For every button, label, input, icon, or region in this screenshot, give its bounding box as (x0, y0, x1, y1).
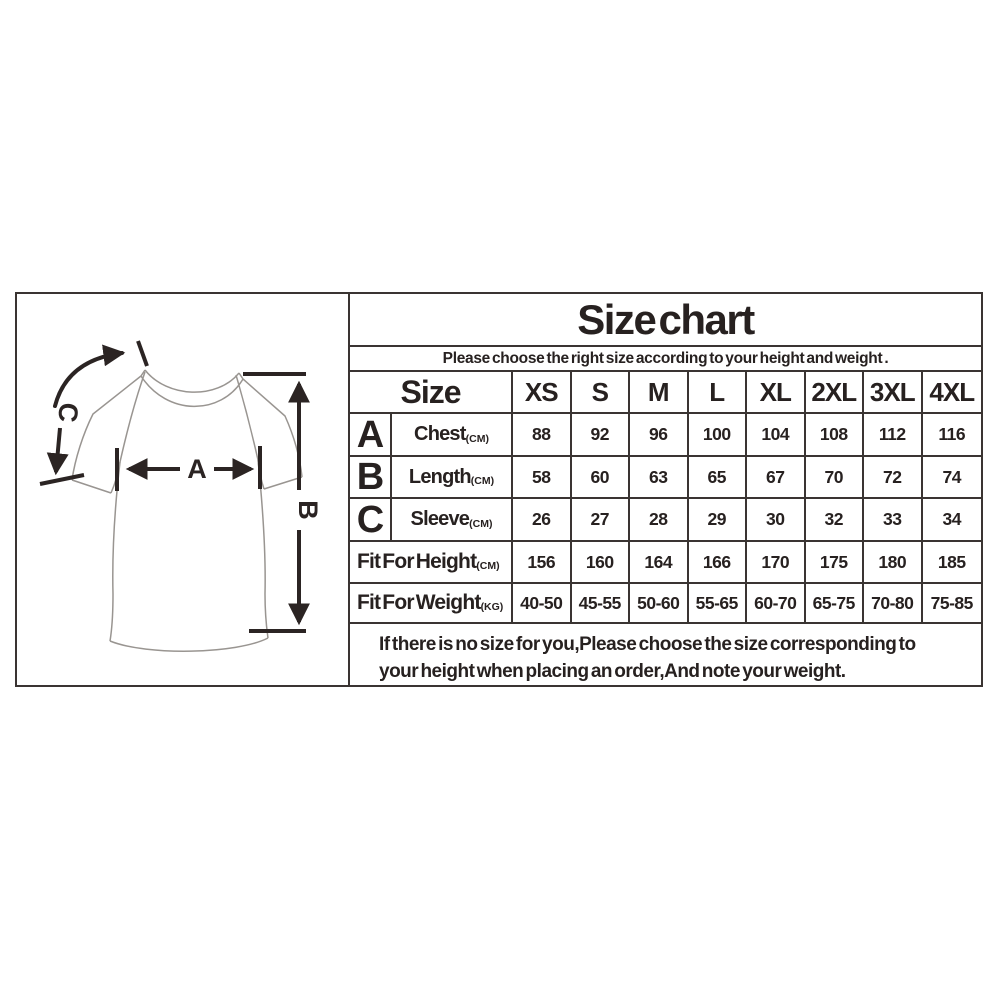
tshirt-diagram-panel: A B C (17, 294, 350, 685)
row-label: Chest (CM) (392, 414, 513, 457)
size-col-header-xs: XS (513, 372, 572, 414)
measure-arrow-b (243, 372, 310, 633)
size-col-header-m: M (630, 372, 689, 414)
size-value-cell: 30 (747, 499, 806, 542)
size-value-cell: 170 (747, 542, 806, 584)
size-value-cell: 60-70 (747, 584, 806, 624)
size-value-cell: 72 (864, 457, 923, 499)
row-letter-b: B (350, 457, 392, 499)
measure-arrow-c (39, 340, 149, 486)
size-col-header-xl: XL (747, 372, 806, 414)
size-value-cell: 70 (805, 457, 864, 499)
size-value-cell: 96 (630, 414, 689, 457)
size-value-cell: 175 (805, 542, 864, 584)
note-box: If there is no size for you,Please choos… (350, 624, 981, 685)
subtitle-row: Please choose the right size according t… (350, 347, 981, 372)
row-label: Length (CM) (392, 457, 513, 499)
size-table: Size XS S M L XL 2XL 3XL 4XL A Chest (CM) 88 92 96 100 1… (350, 372, 981, 624)
size-header-cell: Size (350, 372, 513, 414)
row-letter-c: C (350, 499, 392, 542)
row-letter-a: A (350, 414, 392, 457)
size-value-cell: 26 (513, 499, 572, 542)
size-value-cell: 116 (922, 414, 981, 457)
title-row: Size chart (350, 294, 981, 348)
note-line-1: If there is no size for you,Please choos… (379, 634, 916, 655)
tshirt-measurement-diagram: A B C (39, 340, 323, 652)
size-value-cell: 185 (922, 542, 981, 584)
row-label: Sleeve (CM) (392, 499, 513, 542)
size-value-cell: 60 (571, 457, 630, 499)
size-value-cell: 45-55 (571, 584, 630, 624)
size-value-cell: 33 (864, 499, 923, 542)
size-value-cell: 55-65 (688, 584, 747, 624)
size-value-cell: 160 (571, 542, 630, 584)
row-label: Fit For Height (CM) (350, 542, 513, 584)
row-label: Fit For Weight (KG) (350, 584, 513, 624)
size-value-cell: 58 (513, 457, 572, 499)
size-value-cell: 74 (922, 457, 981, 499)
size-col-header-s: S (571, 372, 630, 414)
size-value-cell: 104 (747, 414, 806, 457)
chart-subtitle: Please choose the right size according t… (442, 349, 889, 367)
size-table-panel: Size chart Please choose the right size … (350, 294, 981, 685)
size-value-cell: 166 (688, 542, 747, 584)
note-line-2: your height when placing an order,And no… (379, 661, 846, 682)
size-value-cell: 156 (513, 542, 572, 584)
tshirt-outline (71, 369, 303, 652)
size-value-cell: 88 (513, 414, 572, 457)
size-value-cell: 180 (864, 542, 923, 584)
size-col-header-4xl: 4XL (922, 372, 981, 414)
size-value-cell: 75-85 (922, 584, 981, 624)
size-value-cell: 67 (747, 457, 806, 499)
measure-arrow-a (115, 446, 262, 491)
size-value-cell: 29 (688, 499, 747, 542)
measure-label-b: B (293, 500, 323, 520)
size-col-header-2xl: 2XL (805, 372, 864, 414)
size-value-cell: 40-50 (513, 584, 572, 624)
chart-title: Size chart (577, 295, 755, 343)
size-value-cell: 65-75 (805, 584, 864, 624)
size-value-cell: 112 (864, 414, 923, 457)
size-value-cell: 164 (630, 542, 689, 584)
size-col-header-3xl: 3XL (864, 372, 923, 414)
size-value-cell: 63 (630, 457, 689, 499)
size-value-cell: 92 (571, 414, 630, 457)
measure-label-c: C (52, 401, 84, 423)
size-value-cell: 27 (571, 499, 630, 542)
measure-label-a: A (187, 454, 207, 484)
size-value-cell: 65 (688, 457, 747, 499)
size-value-cell: 28 (630, 499, 689, 542)
size-value-cell: 32 (805, 499, 864, 542)
size-value-cell: 70-80 (864, 584, 923, 624)
size-col-header-l: L (688, 372, 747, 414)
size-value-cell: 108 (805, 414, 864, 457)
size-value-cell: 34 (922, 499, 981, 542)
size-value-cell: 50-60 (630, 584, 689, 624)
size-value-cell: 100 (688, 414, 747, 457)
size-chart-sheet: A B C S (15, 292, 983, 687)
